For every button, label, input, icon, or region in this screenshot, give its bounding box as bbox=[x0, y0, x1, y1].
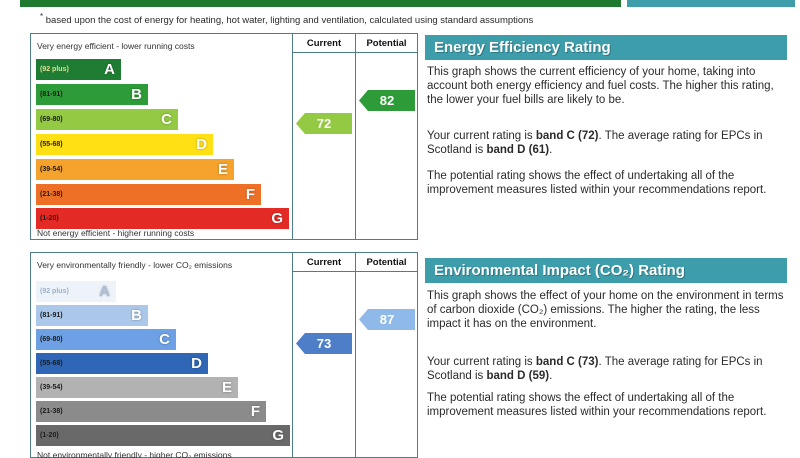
energy-efficiency-chart: Very energy efficient - lower running co… bbox=[30, 33, 418, 240]
env-potential-rating-arrow: 87 bbox=[359, 309, 415, 330]
energy-band-f: (21-38) F bbox=[36, 184, 261, 205]
energy-paragraph-3: The potential rating shows the effect of… bbox=[427, 170, 767, 196]
energy-band-b: (81-91) B bbox=[36, 84, 148, 105]
footnote: * based upon the cost of energy for heat… bbox=[40, 12, 533, 26]
energy-current-rating-arrow: 72 bbox=[296, 113, 352, 134]
env-paragraph-1: This graph shows the effect of your home… bbox=[427, 290, 784, 330]
env-band-a: (92 plus) A bbox=[36, 281, 116, 302]
env-band-f: (21-38) F bbox=[36, 401, 266, 422]
energy-potential-rating-arrow: 82 bbox=[359, 90, 415, 111]
env-band-f-range: (21-38) bbox=[40, 408, 63, 415]
env-band-d-range: (55-68) bbox=[40, 360, 63, 367]
energy-potential-header: Potential bbox=[356, 34, 417, 53]
env-chart-caption-top: Very environmentally friendly - lower CO… bbox=[37, 260, 233, 270]
energy-chart-caption-top: Very energy efficient - lower running co… bbox=[37, 41, 195, 51]
env-current-band-text: band C (73) bbox=[535, 356, 599, 368]
energy-band-d: (55-68) D bbox=[36, 134, 213, 155]
env-potential-header: Potential bbox=[356, 253, 417, 272]
energy-band-g-range: (1-20) bbox=[40, 215, 59, 222]
energy-band-f-range: (21-38) bbox=[40, 191, 63, 198]
env-band-b-letter: B bbox=[131, 307, 142, 324]
energy-band-a: (92 plus) A bbox=[36, 59, 121, 80]
energy-paragraph-2: Your current rating is band C (72). The … bbox=[427, 130, 787, 158]
footnote-text: based upon the cost of energy for heatin… bbox=[45, 15, 534, 27]
env-band-g-range: (1-20) bbox=[40, 432, 59, 439]
environmental-impact-chart: Very environmentally friendly - lower CO… bbox=[30, 252, 418, 458]
energy-band-a-letter: A bbox=[104, 61, 115, 78]
energy-p2-pre: Your current rating is bbox=[427, 130, 536, 142]
top-rule-green bbox=[20, 0, 621, 7]
energy-band-c: (69-80) C bbox=[36, 109, 178, 130]
energy-chart-caption-bottom: Not energy efficient - higher running co… bbox=[37, 228, 195, 238]
energy-current-column: Current 72 bbox=[292, 34, 355, 239]
energy-potential-column: Potential 82 bbox=[355, 34, 417, 239]
energy-p2-mid: . The average rating for EPCs in Scotlan… bbox=[427, 130, 763, 156]
env-potential-column: Potential 87 bbox=[355, 253, 417, 457]
env-band-e-range: (39-54) bbox=[40, 384, 63, 391]
footnote-marker: * bbox=[40, 12, 44, 21]
energy-band-b-letter: B bbox=[131, 86, 142, 103]
env-paragraph-3: The potential rating shows the effect of… bbox=[427, 392, 767, 418]
env-current-column: Current 73 bbox=[292, 253, 355, 457]
energy-current-header: Current bbox=[293, 34, 355, 53]
env-band-e: (39-54) E bbox=[36, 377, 238, 398]
energy-average-band-text: band D (61) bbox=[486, 143, 550, 156]
env-current-header: Current bbox=[293, 253, 355, 272]
env-current-rating-arrow: 73 bbox=[296, 333, 352, 354]
top-rule-teal bbox=[627, 0, 795, 7]
energy-band-b-range: (81-91) bbox=[40, 91, 63, 98]
energy-band-a-range: (92 plus) bbox=[40, 66, 69, 73]
env-band-a-letter: A bbox=[99, 283, 110, 300]
energy-band-d-range: (55-68) bbox=[40, 141, 63, 148]
env-band-c-range: (69-80) bbox=[40, 336, 63, 343]
env-band-c-letter: C bbox=[159, 331, 170, 348]
env-band-b: (81-91) B bbox=[36, 305, 148, 326]
env-band-d: (55-68) D bbox=[36, 353, 208, 374]
env-band-f-letter: F bbox=[250, 403, 260, 420]
energy-p2-post: . bbox=[549, 143, 553, 156]
energy-panel-title: Energy Efficiency Rating bbox=[425, 35, 787, 60]
env-band-a-range: (92 plus) bbox=[40, 288, 69, 295]
energy-band-c-letter: C bbox=[161, 111, 172, 128]
energy-band-c-range: (69-80) bbox=[40, 116, 63, 123]
env-band-g: (1-20) G bbox=[36, 425, 290, 446]
env-panel-title: Environmental Impact (CO₂) Rating bbox=[425, 258, 787, 283]
energy-band-g-letter: G bbox=[271, 210, 283, 227]
env-p2-mid: . The average rating for EPCs in Scotlan… bbox=[427, 356, 763, 382]
env-band-d-letter: D bbox=[191, 355, 202, 372]
env-paragraph-2: Your current rating is band C (73). The … bbox=[427, 356, 787, 384]
energy-band-d-letter: D bbox=[196, 136, 207, 153]
energy-band-e-range: (39-54) bbox=[40, 166, 63, 173]
env-chart-caption-bottom: Not environmentally friendly - higher CO… bbox=[37, 450, 232, 458]
energy-paragraph-1: This graph shows the current efficiency … bbox=[427, 66, 774, 106]
env-band-c: (69-80) C bbox=[36, 329, 176, 350]
energy-band-e: (39-54) E bbox=[36, 159, 234, 180]
energy-current-band-text: band C (72) bbox=[535, 130, 599, 142]
energy-band-g: (1-20) G bbox=[36, 208, 289, 229]
env-p2-post: . bbox=[549, 369, 553, 382]
env-band-e-letter: E bbox=[221, 379, 232, 396]
env-band-b-range: (81-91) bbox=[40, 312, 63, 319]
energy-band-e-letter: E bbox=[217, 161, 228, 178]
energy-band-f-letter: F bbox=[245, 186, 255, 203]
env-p2-pre: Your current rating is bbox=[427, 356, 536, 368]
env-band-g-letter: G bbox=[272, 427, 284, 444]
env-average-band-text: band D (59) bbox=[486, 369, 550, 382]
